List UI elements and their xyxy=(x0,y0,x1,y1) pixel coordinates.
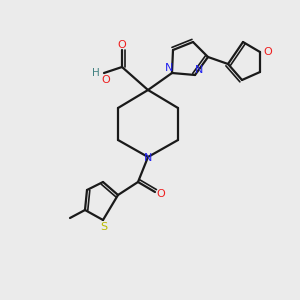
Text: O: O xyxy=(157,189,165,199)
Text: S: S xyxy=(100,222,108,232)
Text: O: O xyxy=(118,40,126,50)
Text: N: N xyxy=(144,153,152,163)
Text: N: N xyxy=(195,65,203,75)
Text: N: N xyxy=(165,63,173,73)
Text: O: O xyxy=(102,75,110,85)
Text: H: H xyxy=(92,68,100,78)
Text: O: O xyxy=(264,47,272,57)
